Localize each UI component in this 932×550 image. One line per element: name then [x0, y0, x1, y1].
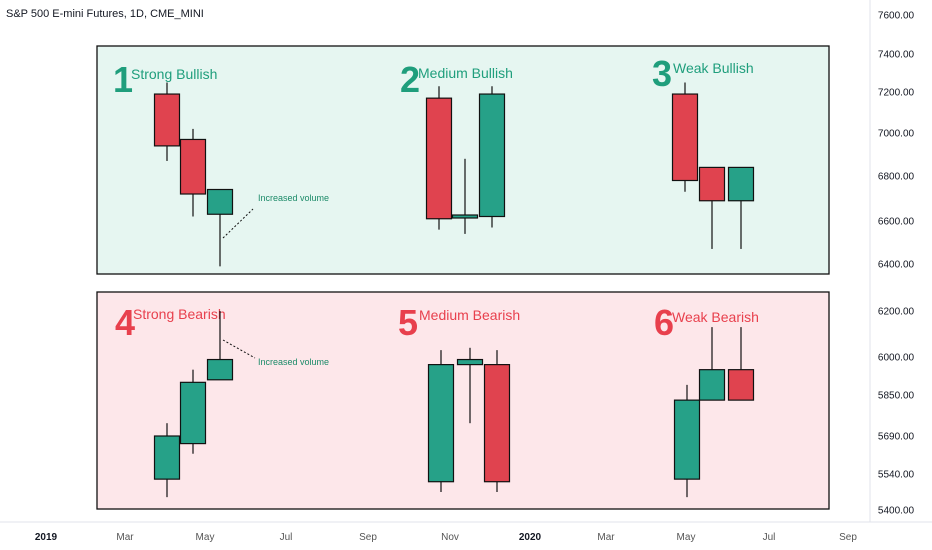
candle-body: [425, 97, 453, 220]
candle: [427, 350, 455, 492]
x-tick-label: 2020: [519, 532, 542, 543]
candle: [698, 327, 726, 401]
candle-body: [483, 364, 511, 483]
y-tick-label: 7400.00: [878, 50, 915, 61]
candle-body: [451, 214, 479, 219]
candle-body: [153, 435, 181, 480]
candle: [478, 86, 506, 228]
candle: [451, 158, 479, 234]
candle: [206, 188, 234, 267]
candle-body: [727, 369, 755, 401]
candle: [179, 369, 207, 454]
x-tick-label: Nov: [441, 532, 459, 543]
annotation-line: [222, 208, 254, 239]
candle-body: [698, 369, 726, 401]
candle: [153, 423, 181, 498]
y-tick-label: 6400.00: [878, 260, 915, 271]
annotation-label: Increased volume: [258, 193, 329, 203]
candle: [425, 86, 453, 230]
panel-label: Weak Bearish: [672, 309, 759, 325]
y-tick-label: 6800.00: [878, 172, 915, 183]
x-tick-label: May: [196, 532, 215, 543]
annotation-label: Increased volume: [258, 357, 329, 367]
y-tick-label: 6600.00: [878, 217, 915, 228]
candle: [727, 166, 755, 249]
y-tick-label: 5540.00: [878, 470, 915, 481]
panel-number: 3: [652, 53, 672, 94]
candle-body: [427, 364, 455, 483]
y-tick-label: 6000.00: [878, 353, 915, 364]
y-tick-label: 7600.00: [878, 11, 915, 22]
candle-body: [179, 381, 207, 445]
candle-body: [456, 358, 484, 366]
candle: [673, 384, 701, 498]
candle: [727, 327, 755, 401]
candle-body: [206, 188, 234, 215]
candle: [206, 311, 234, 381]
x-tick-label: Jul: [280, 532, 293, 543]
candle: [153, 82, 181, 161]
panel-label: Weak Bullish: [673, 60, 754, 76]
panel-number: 5: [398, 302, 418, 343]
x-tick-label: Sep: [359, 532, 377, 543]
candle-body: [206, 358, 234, 381]
panel-label: Strong Bullish: [131, 66, 217, 82]
y-tick-label: 7200.00: [878, 88, 915, 99]
chart-title: S&P 500 E-mini Futures, 1D, CME_MINI: [6, 8, 204, 20]
panel-label: Strong Bearish: [133, 306, 226, 322]
panel-number: 2: [400, 59, 420, 100]
candle-body: [698, 166, 726, 202]
candle: [179, 128, 207, 217]
y-tick-label: 6200.00: [878, 307, 915, 318]
y-tick-label: 5690.00: [878, 432, 915, 443]
candle-body: [153, 93, 181, 147]
candle-body: [673, 399, 701, 480]
x-tick-label: Mar: [597, 532, 615, 543]
panel-number: 1: [113, 59, 133, 100]
candle: [698, 166, 726, 249]
y-tick-label: 5850.00: [878, 391, 915, 402]
x-tick-label: 2019: [35, 532, 58, 543]
bullish-panel: [96, 45, 830, 275]
candle: [456, 347, 484, 424]
candle: [483, 350, 511, 492]
panel-label: Medium Bearish: [419, 307, 520, 323]
panel-label: Medium Bullish: [418, 65, 513, 81]
candle: [671, 82, 699, 192]
x-tick-label: Sep: [839, 532, 857, 543]
x-tick-label: Jul: [763, 532, 776, 543]
y-tick-label: 5400.00: [878, 506, 915, 517]
panel-number: 6: [654, 302, 674, 343]
candle-body: [727, 166, 755, 202]
x-tick-label: Mar: [116, 532, 134, 543]
candle-body: [478, 93, 506, 218]
y-tick-label: 7000.00: [878, 129, 915, 140]
x-tick-label: May: [677, 532, 696, 543]
candle-body: [671, 93, 699, 182]
candle-body: [179, 138, 207, 195]
panel-number: 4: [115, 302, 135, 343]
